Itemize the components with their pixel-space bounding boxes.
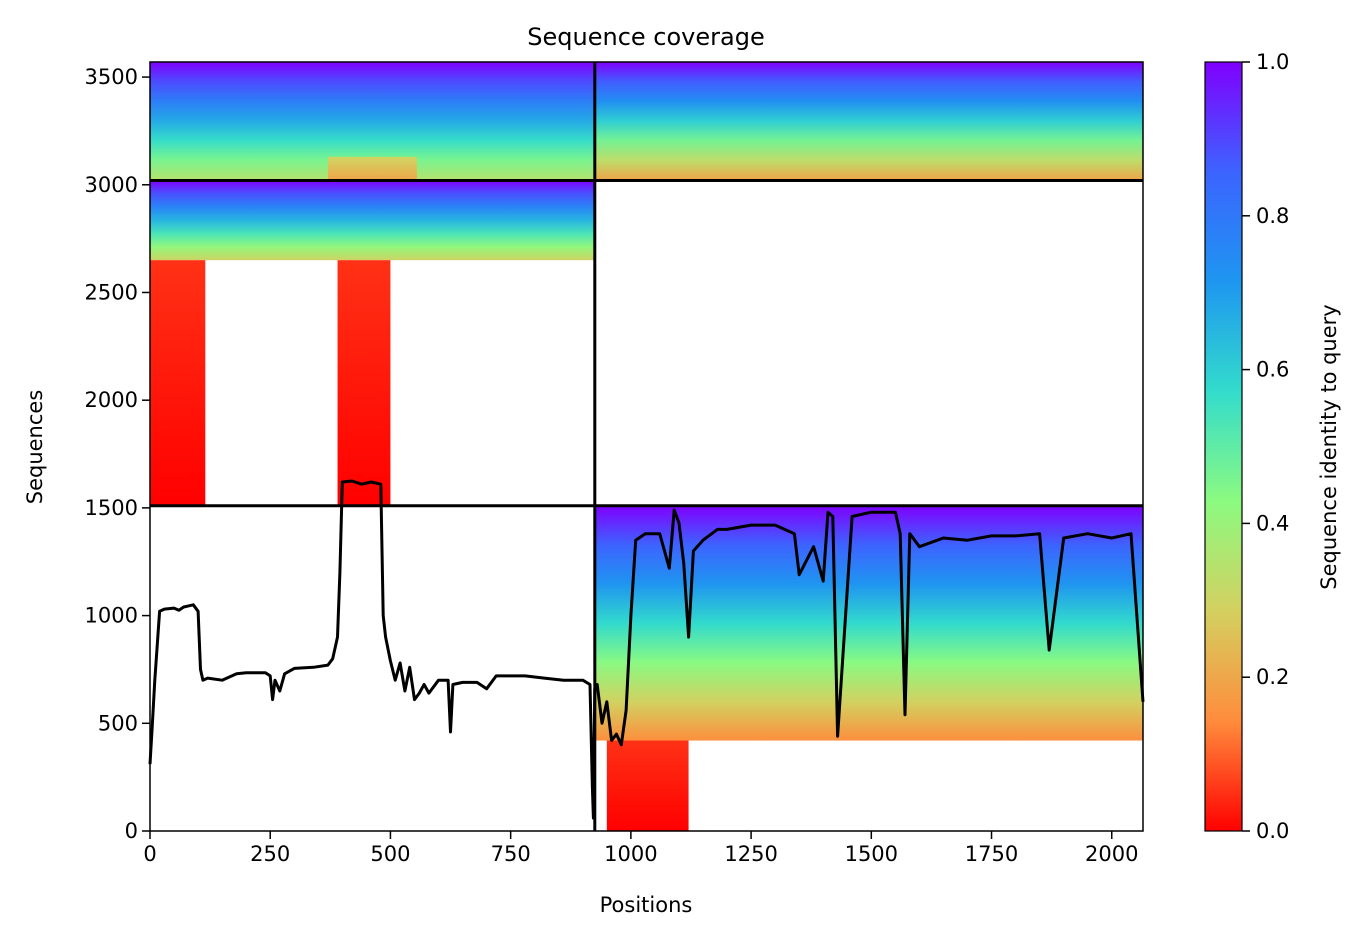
colorbar-gradient	[1204, 61, 1243, 832]
y-tick-label: 2500	[85, 280, 138, 304]
x-tick-label: 1000	[604, 842, 657, 866]
colorbar-ticks: 0.0 0.2 0.4 0.6 0.8 1.0	[1242, 50, 1289, 843]
y-tick-label: 3500	[85, 65, 138, 89]
coverage-blocks	[150, 62, 1143, 831]
y-axis-ticks: 0 500 1000 1500 2000 2500 3000 3500	[85, 65, 150, 843]
y-tick-label: 1500	[85, 496, 138, 520]
coverage-block-region-2-set-3	[594, 505, 1143, 741]
x-tick-label: 1500	[845, 842, 898, 866]
x-tick-label: 500	[370, 842, 410, 866]
coverage-block-region-1-set-2-band-b	[337, 260, 391, 506]
coverage-series	[148, 479, 1145, 820]
x-tick-label: 2000	[1085, 842, 1138, 866]
colorbar-tick-label: 0.6	[1256, 358, 1289, 382]
y-tick-label: 2000	[85, 388, 138, 412]
colorbar: 0.0 0.2 0.4 0.6 0.8 1.0 Sequence identity to …	[1204, 50, 1341, 843]
y-tick-label: 0	[125, 819, 138, 843]
coverage-line-1	[148, 479, 1145, 820]
y-axis-label: Sequences	[23, 390, 47, 505]
colorbar-tick-label: 0.2	[1256, 665, 1289, 689]
coverage-block-region-1-set-2	[150, 180, 595, 261]
x-tick-label: 750	[491, 842, 531, 866]
x-axis-ticks: 0 250 500 750 1000 1250 1500 1750 2000	[143, 831, 1138, 866]
x-tick-label: 250	[250, 842, 290, 866]
x-tick-label: 1750	[965, 842, 1018, 866]
colorbar-tick-label: 1.0	[1256, 50, 1289, 74]
coverage-block-region-2-set-1	[594, 62, 1143, 180]
colorbar-tick-label: 0.4	[1256, 511, 1289, 535]
y-tick-label: 500	[98, 711, 138, 735]
coverage-block-region-1-set-2-band-a	[150, 260, 206, 506]
coverage-block-region-1-set-1-low	[327, 156, 417, 180]
x-tick-label: 1250	[724, 842, 777, 866]
plot-frame	[149, 61, 1144, 832]
x-tick-label: 0	[143, 842, 156, 866]
y-tick-label: 3000	[85, 173, 138, 197]
coverage-block-region-2-set-3-tail	[606, 740, 689, 831]
colorbar-tick-label: 0.8	[1256, 204, 1289, 228]
y-tick-label: 1000	[85, 604, 138, 628]
colorbar-label: Sequence identity to query	[1317, 304, 1341, 589]
chart-title: Sequence coverage	[527, 23, 764, 51]
colorbar-tick-label: 0.0	[1256, 819, 1289, 843]
x-axis-label: Positions	[600, 893, 693, 917]
